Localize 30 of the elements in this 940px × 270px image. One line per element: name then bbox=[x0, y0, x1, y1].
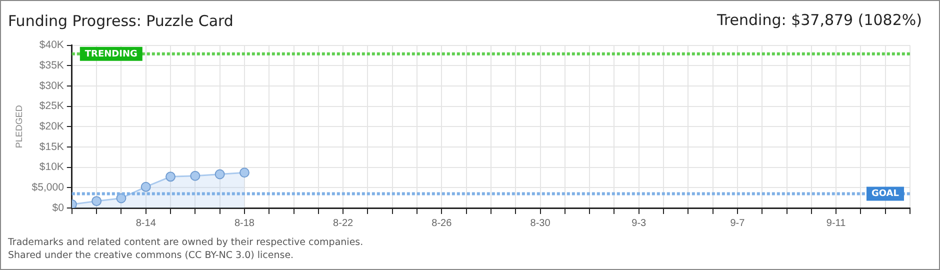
point bbox=[92, 196, 102, 206]
y-tick-label: $30K bbox=[39, 80, 64, 92]
chart-title: Funding Progress: Puzzle Card bbox=[8, 12, 234, 30]
point bbox=[190, 170, 200, 181]
x-tick-label: 8-26 bbox=[432, 218, 452, 229]
x-tick-label: 9-11 bbox=[826, 218, 846, 229]
y-axis-title: PLEDGED bbox=[14, 104, 24, 148]
y-tick-label: $10K bbox=[39, 161, 64, 174]
y-tick-label: $15K bbox=[39, 140, 64, 153]
x-tick-label: 9-3 bbox=[632, 218, 647, 229]
point bbox=[239, 168, 250, 178]
text: Trademarks and related content are owned by their respective companies. bbox=[8, 236, 364, 249]
y-tick-label: $20K bbox=[39, 120, 64, 133]
ref-line-label: GOAL bbox=[872, 189, 900, 200]
y-tick-label: $25K bbox=[39, 100, 64, 112]
x-tick-label: 8-14 bbox=[136, 218, 156, 229]
point bbox=[140, 182, 151, 192]
text: Trending: $37,879 (1082%) bbox=[717, 11, 922, 29]
y-tick-label: $35K bbox=[39, 60, 64, 72]
y-tick-label: $40K bbox=[39, 39, 64, 52]
y-tick-label: $5,000 bbox=[32, 182, 64, 194]
ref-line-label: TRENDING bbox=[84, 49, 138, 60]
x-tick-label: 9-7 bbox=[730, 218, 746, 229]
x-tick-label: 8-30 bbox=[530, 218, 551, 229]
point bbox=[214, 169, 225, 180]
text: Shared under the creative commons (CC BY-NC 3.0) license. bbox=[8, 249, 295, 262]
x-tick-label: 8-18 bbox=[234, 218, 255, 229]
y-tick-label: $0 bbox=[52, 202, 64, 214]
x-tick-label: 8-22 bbox=[333, 218, 354, 229]
point bbox=[166, 172, 176, 182]
